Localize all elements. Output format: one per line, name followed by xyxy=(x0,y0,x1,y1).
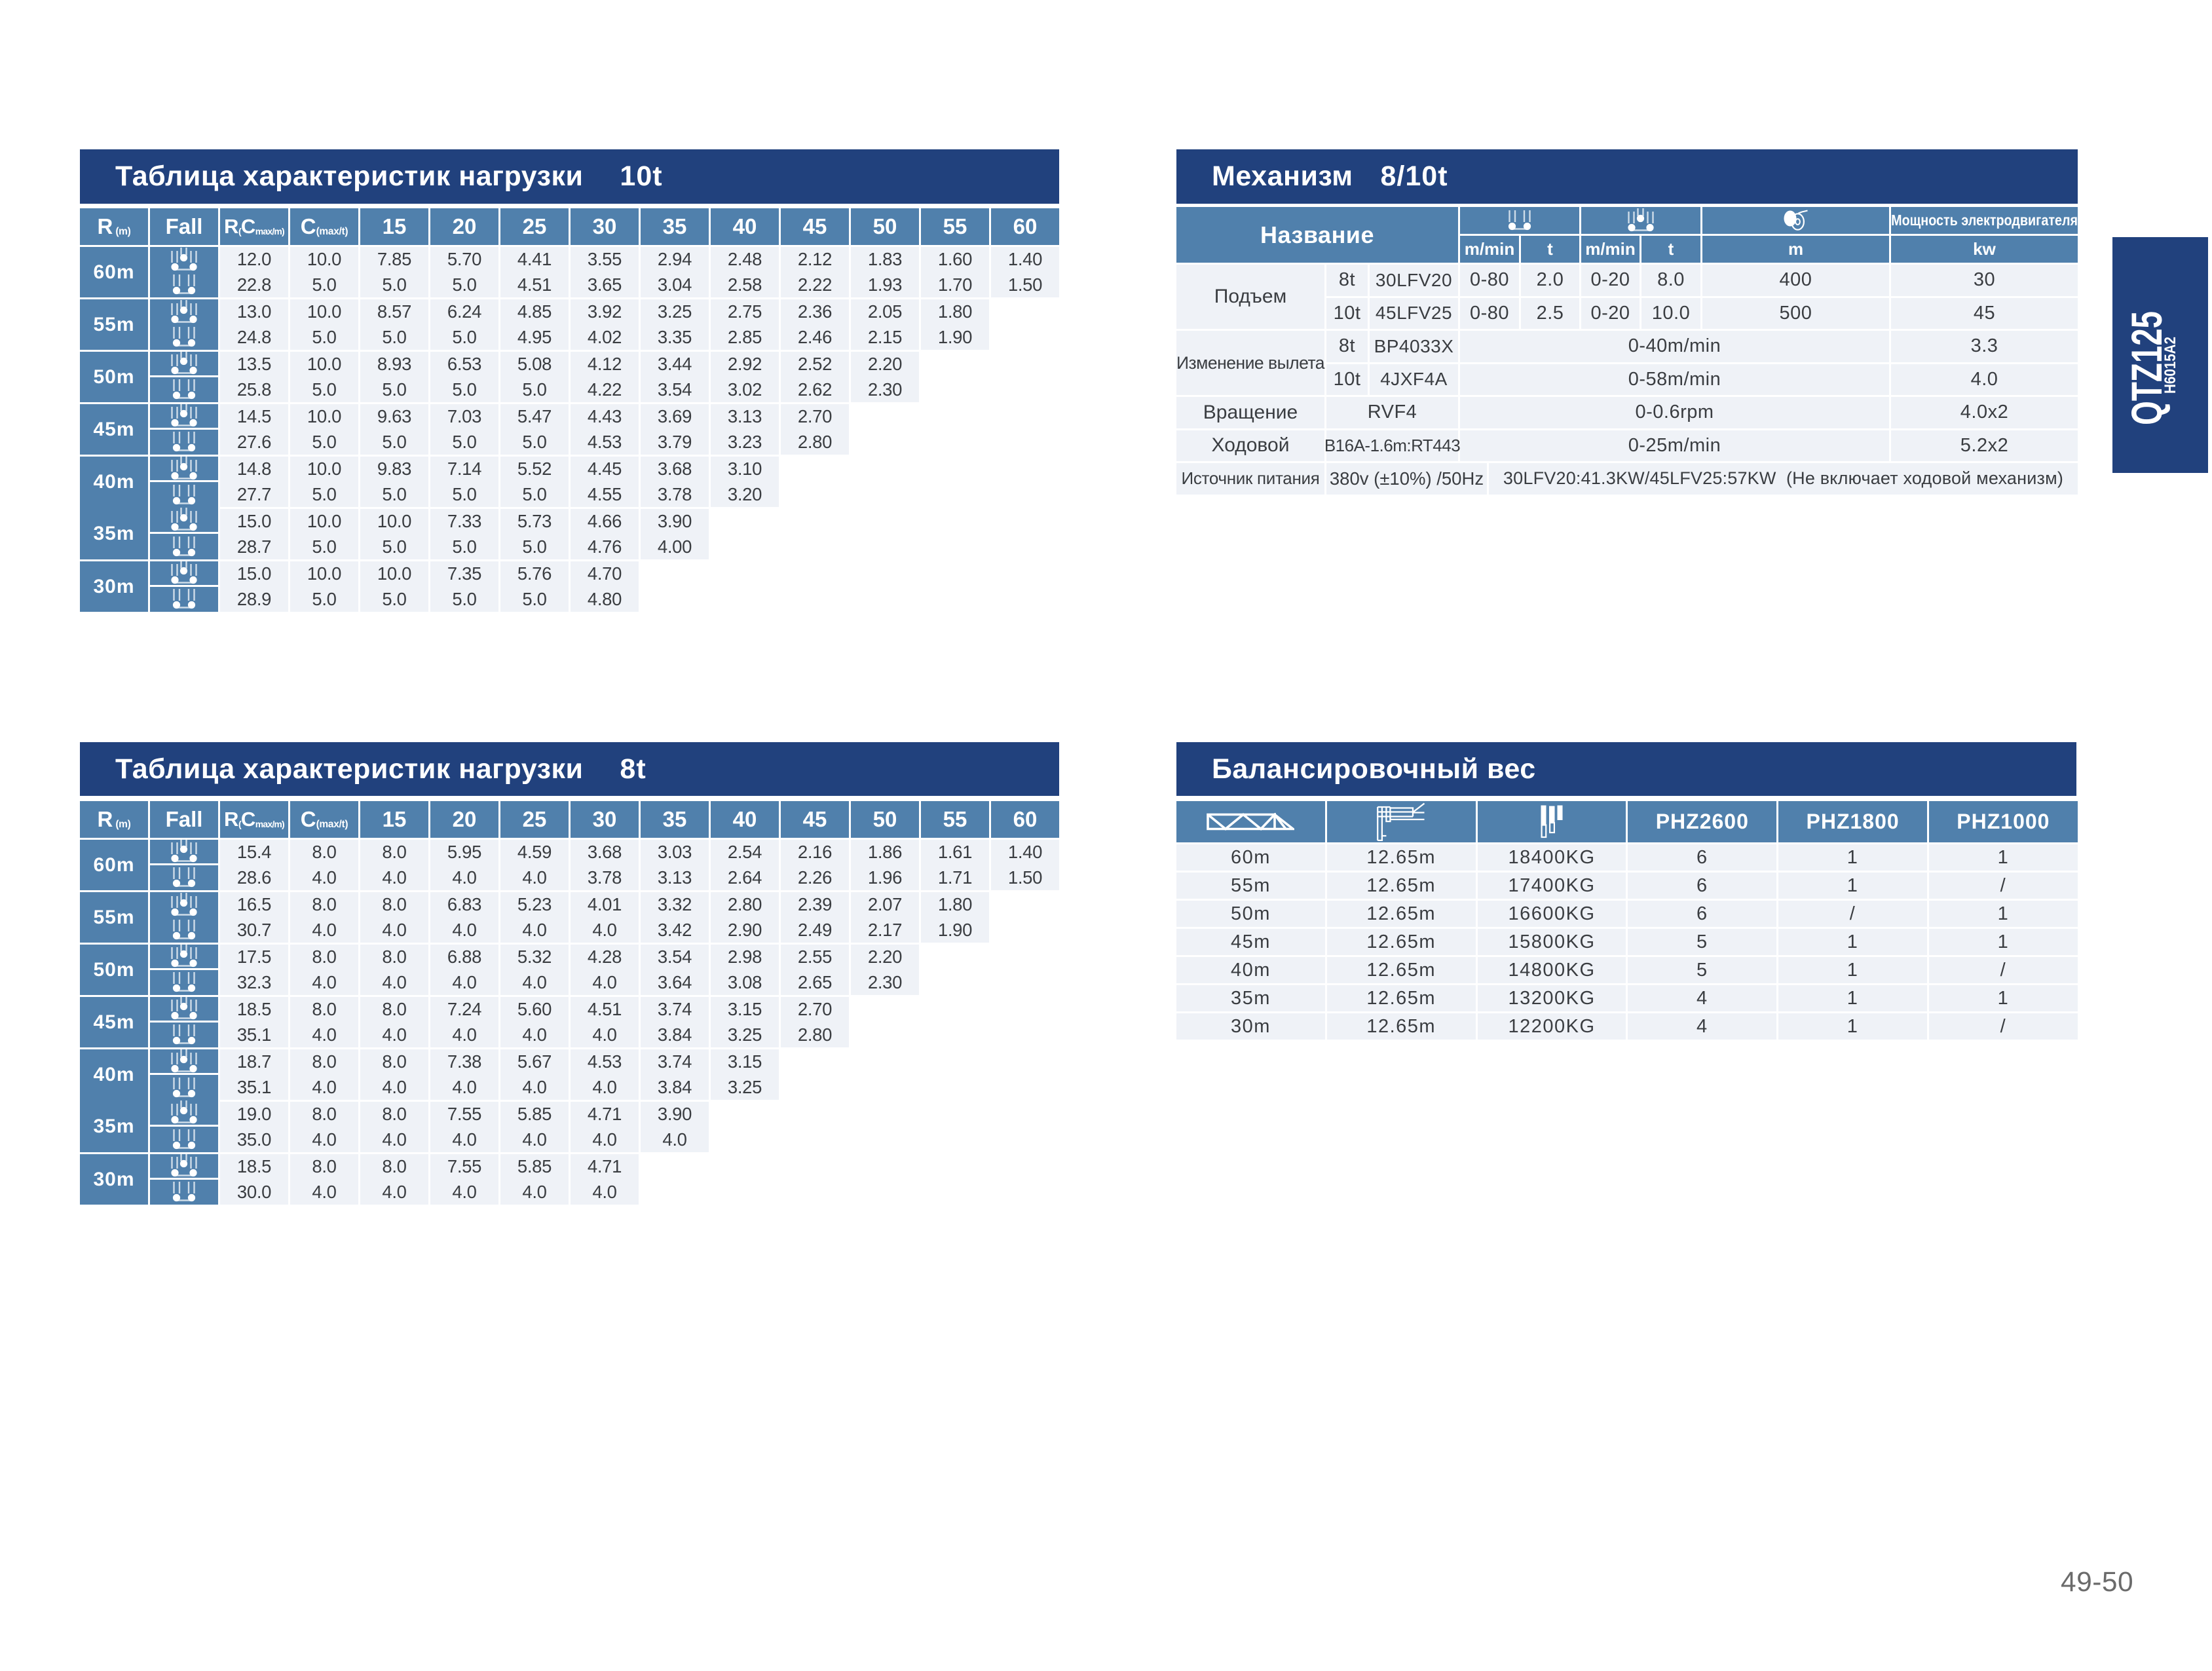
svg-text:QTZ125: QTZ125 xyxy=(2122,311,2171,425)
svg-text:H6015A2: H6015A2 xyxy=(2162,337,2179,394)
